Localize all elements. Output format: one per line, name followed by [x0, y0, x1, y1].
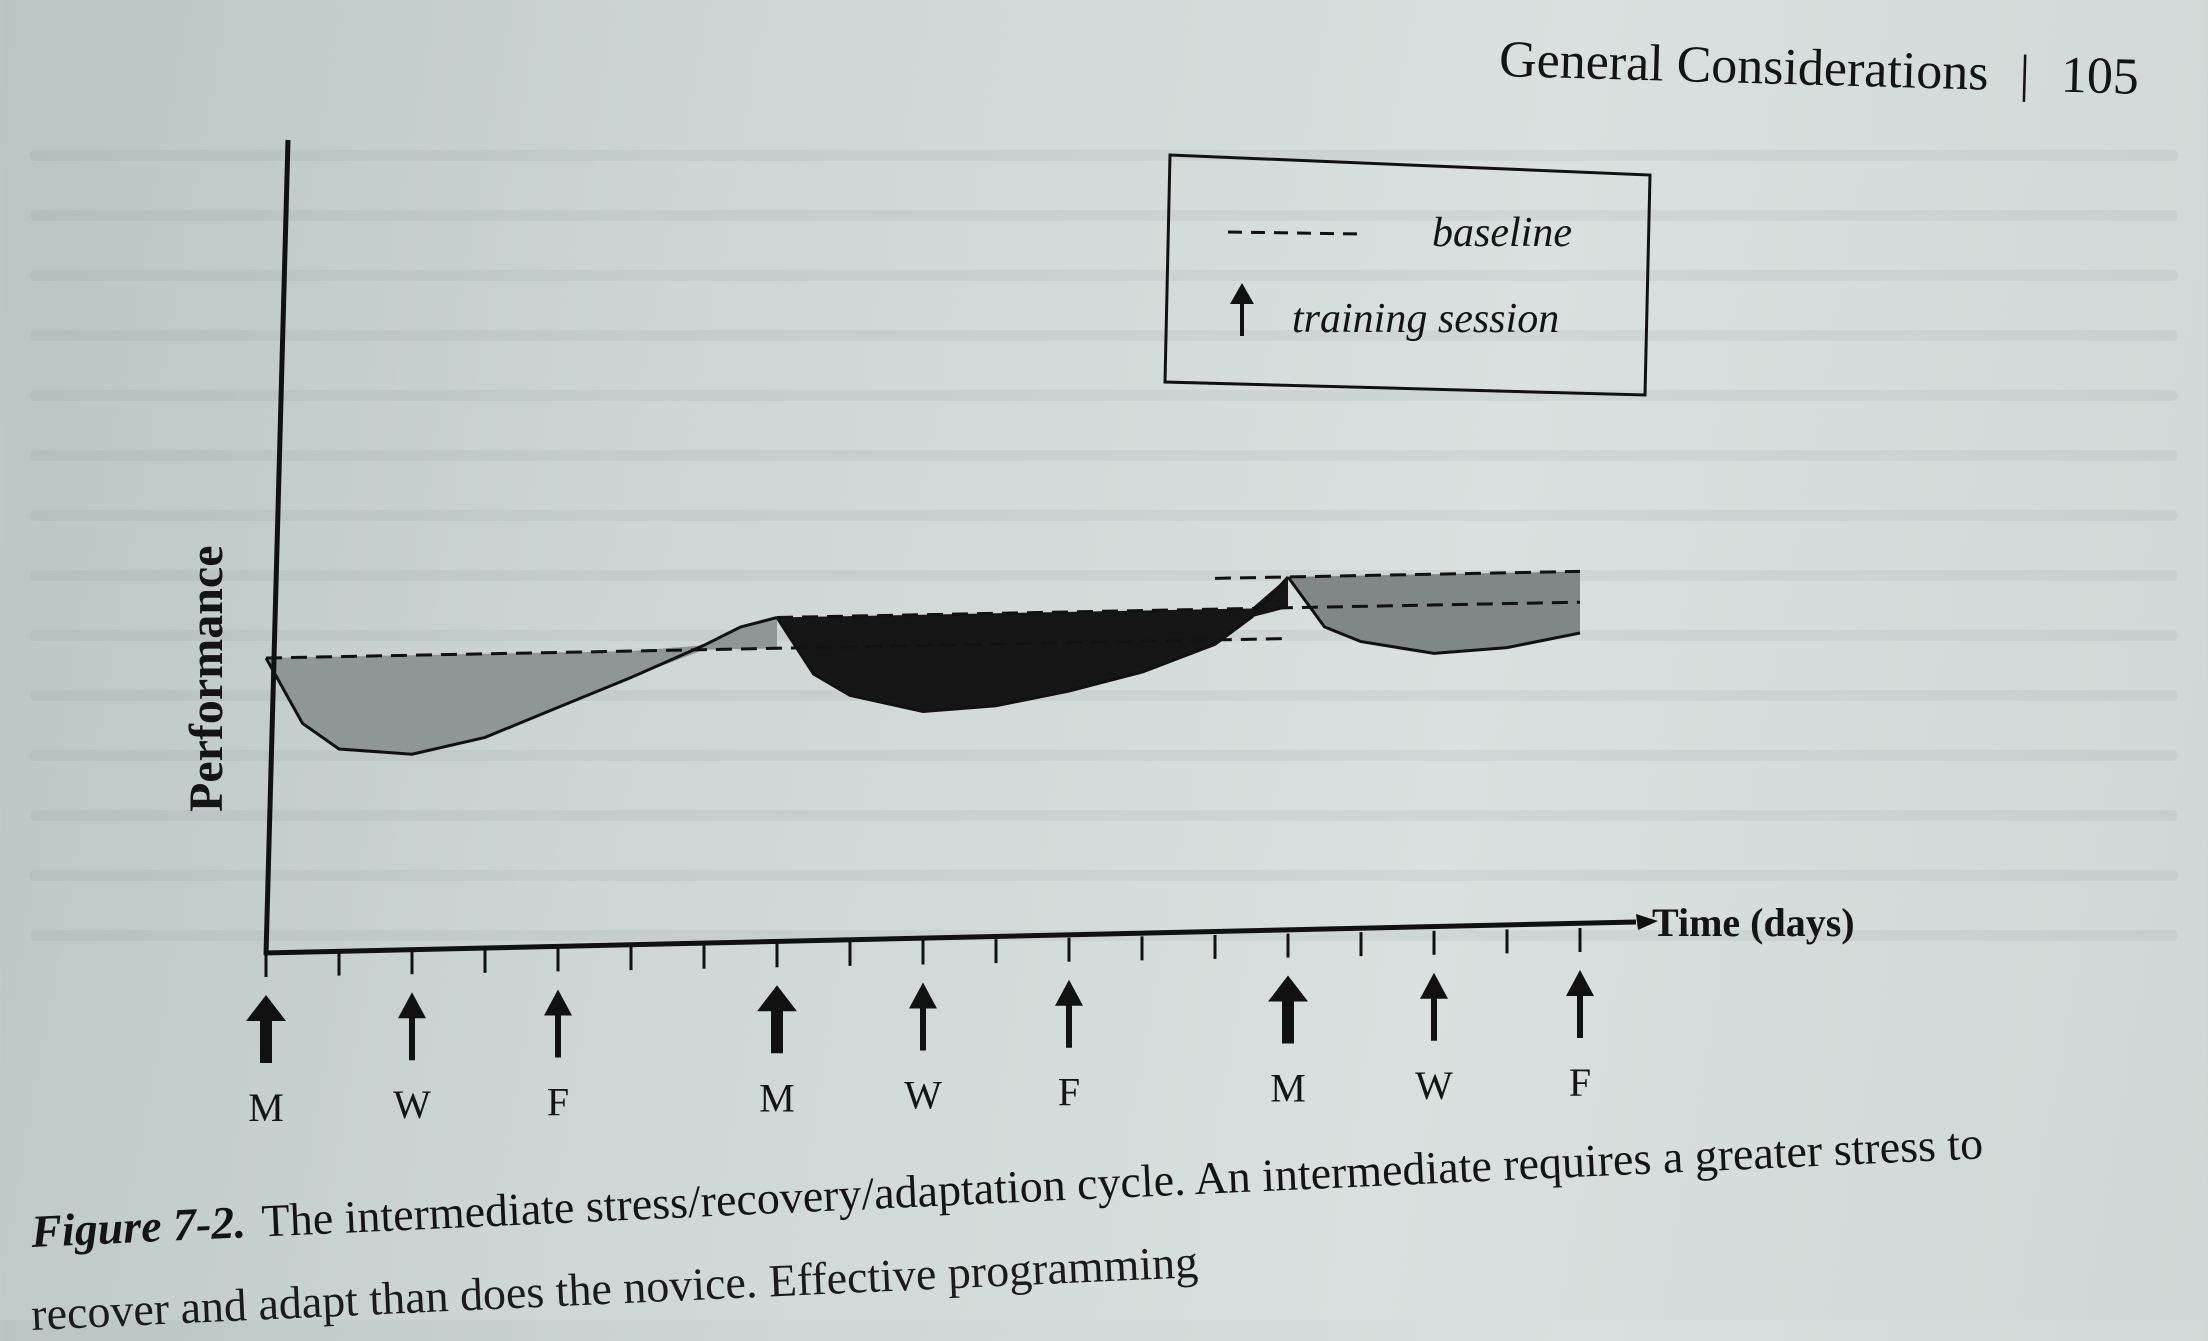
- arrow-head: [544, 989, 572, 1016]
- day-label-8: W: [1415, 1063, 1453, 1108]
- training-session-arrow-9: [1566, 970, 1594, 1038]
- deviation-area-1: [266, 617, 777, 755]
- training-session-arrows: [246, 970, 1594, 1063]
- x-axis-title: Time (days): [1652, 900, 1855, 945]
- day-label-5: W: [904, 1073, 942, 1118]
- arrow-head: [398, 992, 426, 1019]
- day-label-1: M: [248, 1085, 284, 1130]
- x-axis: [263, 919, 1637, 956]
- legend-box: baseline training session: [1163, 153, 1652, 397]
- legend-frame: [1163, 153, 1652, 397]
- deviation-area-3: [1288, 571, 1580, 654]
- training-session-arrow-7: [1268, 975, 1308, 1044]
- performance-curve-1: [264, 616, 778, 756]
- baseline-3: [1214, 569, 1581, 580]
- training-session-arrow-2: [398, 992, 426, 1061]
- training-session-arrow-4: [757, 985, 797, 1054]
- baseline-1: [265, 637, 1289, 660]
- stress-recovery-figure: M W F M W F M W F Performance Time (days) baseli…: [180, 139, 1855, 1130]
- arrow-head: [1566, 970, 1594, 996]
- baseline-lines: [265, 569, 1581, 660]
- training-session-arrow-5: [909, 982, 937, 1051]
- arrow-head: [246, 995, 286, 1021]
- legend-baseline-label: baseline: [1432, 210, 1572, 256]
- legend-dash-sample: [1227, 230, 1363, 236]
- training-session-arrow-8: [1420, 972, 1448, 1041]
- day-label-7: M: [1270, 1066, 1306, 1111]
- y-axis-title: Performance: [180, 545, 233, 812]
- training-session-arrow-3: [544, 989, 572, 1058]
- legend-arrow-icon: [1230, 283, 1254, 336]
- day-label-6: F: [1058, 1070, 1080, 1115]
- arrow-head: [1268, 975, 1308, 1002]
- baseline-2: [776, 600, 1581, 619]
- day-label-2: W: [393, 1082, 431, 1127]
- y-axis: [263, 139, 291, 956]
- arrow-head: [1420, 972, 1448, 999]
- day-label-4: M: [759, 1075, 795, 1120]
- performance-curves: [264, 575, 1581, 756]
- day-label-9: F: [1569, 1060, 1591, 1105]
- legend-training-label: training session: [1292, 296, 1559, 342]
- caption-continuation: recover and adapt than does the novice. …: [30, 1236, 1200, 1340]
- training-session-arrow-6: [1055, 979, 1083, 1048]
- arrow-head: [757, 985, 797, 1012]
- x-axis-ticks: [264, 928, 1582, 977]
- x-axis-arrowhead: [1636, 914, 1658, 930]
- arrow-head: [1055, 979, 1083, 1006]
- training-session-arrow-1: [246, 995, 286, 1063]
- performance-curve-2: [775, 575, 1290, 714]
- arrow-head: [909, 982, 937, 1009]
- day-label-3: F: [547, 1079, 569, 1124]
- caption-label: Figure 7-2.: [30, 1196, 247, 1257]
- performance-curve-3: [1286, 576, 1581, 655]
- performance-areas: [266, 571, 1580, 755]
